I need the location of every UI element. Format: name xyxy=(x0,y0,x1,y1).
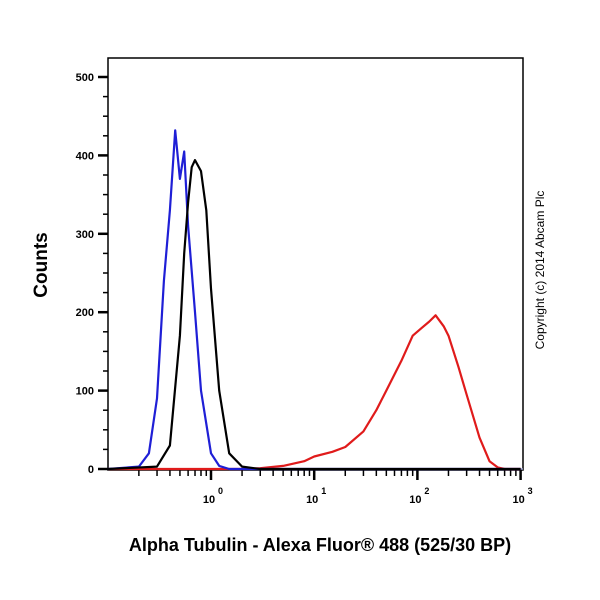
x-axis-label: Alpha Tubulin - Alexa Fluor® 488 (525/30… xyxy=(128,535,512,555)
y-tick-label: 100 xyxy=(76,386,94,398)
svg-text:1: 1 xyxy=(321,486,326,496)
copyright-notice: Copyright (c) 2014 Abcam Plc xyxy=(533,190,547,350)
x-tick-label: 101 xyxy=(306,486,326,506)
svg-text:10: 10 xyxy=(203,494,215,506)
svg-text:10: 10 xyxy=(512,494,524,506)
y-axis-label: Counts xyxy=(31,232,52,298)
x-tick-label: 100 xyxy=(203,486,223,506)
svg-text:10: 10 xyxy=(306,494,318,506)
svg-text:3: 3 xyxy=(528,486,533,496)
svg-text:10: 10 xyxy=(409,494,421,506)
histogram-line-unlabelled-control xyxy=(107,129,521,471)
x-tick-label: 102 xyxy=(409,486,429,506)
x-tick-label: 10 3 xyxy=(512,486,532,506)
y-tick-label: 400 xyxy=(76,150,94,162)
y-tick-label: 0 xyxy=(88,464,94,476)
svg-text:0: 0 xyxy=(218,486,223,496)
data-series xyxy=(107,129,523,471)
y-tick-label: 200 xyxy=(76,307,94,319)
plot-frame xyxy=(107,57,524,471)
y-axis: 0 100 200 300 400 500 xyxy=(76,72,108,476)
y-tick-label: 500 xyxy=(76,72,94,84)
y-tick-label: 300 xyxy=(76,229,94,241)
histogram-line-isotype-control xyxy=(107,159,521,471)
svg-text:2: 2 xyxy=(424,486,429,496)
histogram-line-alpha-tubulin-antibody xyxy=(108,314,521,471)
